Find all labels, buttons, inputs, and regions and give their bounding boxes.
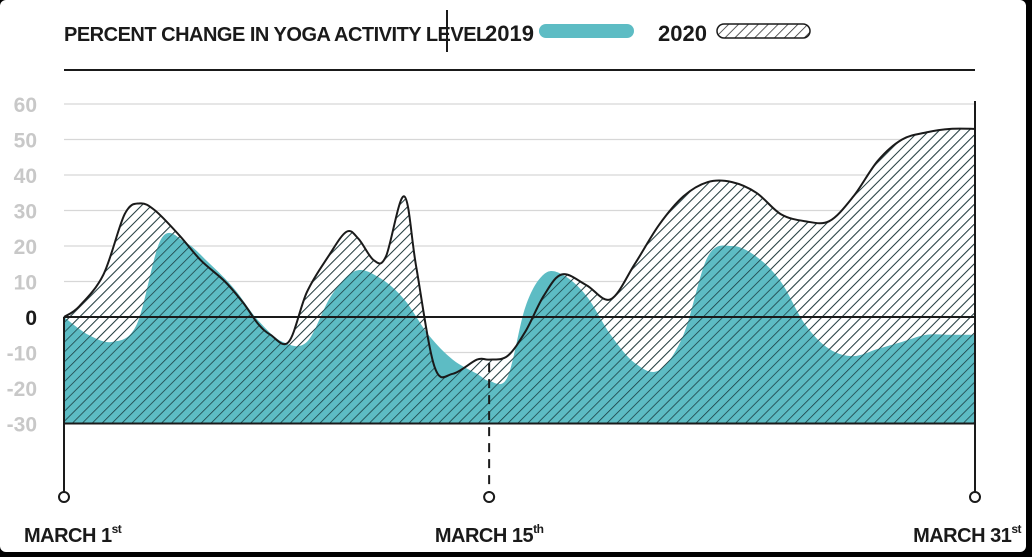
x-tick-label: MARCH 31st [913, 522, 1021, 547]
line-2020 [63, 127, 976, 379]
x-tick-marker [483, 491, 496, 503]
y-tick-label: -30 [7, 414, 37, 437]
y-tick-label: -20 [7, 378, 37, 401]
axes [63, 101, 976, 493]
y-tick-label: 20 [14, 236, 37, 259]
y-tick-label: 30 [14, 201, 37, 224]
chart-title: PERCENT CHANGE IN YOGA ACTIVITY LEVEL [64, 24, 488, 46]
y-tick-label: -10 [7, 343, 37, 366]
y-tick-label: 10 [14, 272, 37, 295]
y-tick-label: 50 [14, 130, 37, 153]
legend-label-2019: 2019 [485, 21, 534, 46]
area-2020-overlay [64, 128, 975, 424]
x-tick-label: MARCH 15th [435, 522, 544, 547]
plot-areas [63, 127, 976, 424]
x-tick-marker [58, 491, 70, 503]
x-tick-label: MARCH 1st [24, 522, 122, 547]
legend-label-2020: 2020 [658, 21, 707, 46]
y-tick-label: 0 [25, 307, 37, 330]
legend-swatch-2020 [716, 23, 811, 39]
y-tick-label: 60 [14, 94, 37, 117]
x-axis-ticks: MARCH 1st MARCH 15th MARCH 31st [24, 363, 1022, 547]
legend-swatch-2019 [539, 24, 634, 38]
y-tick-label: 40 [14, 165, 37, 188]
legend: 2019 2020 [485, 21, 811, 46]
y-axis-ticks: 60 50 40 30 20 10 0 -10 -20 -30 [7, 94, 37, 437]
x-tick-marker [969, 491, 981, 503]
